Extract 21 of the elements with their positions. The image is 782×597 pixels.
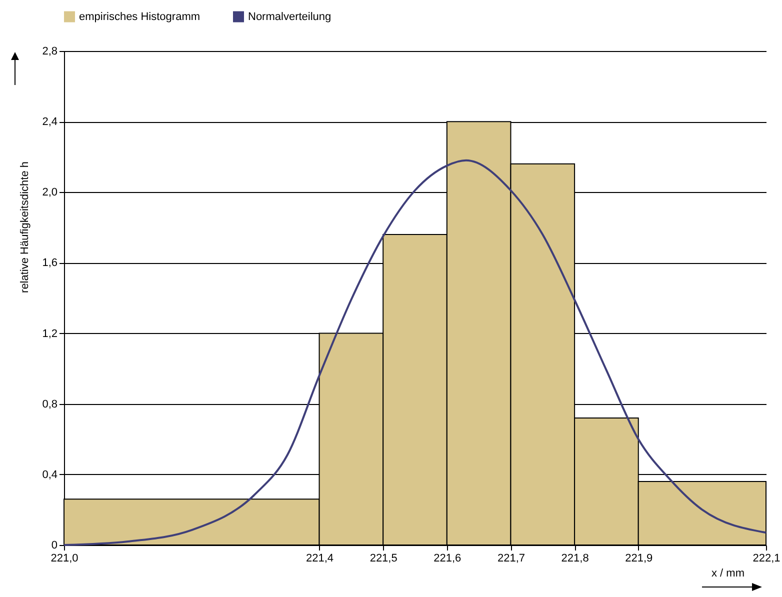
x-tick-label: 221,6 (434, 552, 462, 564)
y-tick-label: 1,2 (42, 328, 58, 340)
legend-label: Normalverteilung (248, 10, 332, 23)
x-tick-label: 221,9 (625, 552, 653, 564)
y-tick-label: 2,0 (42, 186, 58, 199)
y-tick-label: 0 (51, 540, 58, 552)
y-tick-label: 1,6 (42, 257, 58, 270)
y-tick-label: 2,4 (42, 116, 58, 128)
x-tick-label: 222,1 (752, 552, 780, 564)
x-tick-label: 221,4 (306, 552, 334, 564)
legend-label: empirisches Histogramm (79, 10, 200, 23)
x-tick-label: 221,8 (561, 552, 589, 564)
y-tick-label: 0,8 (42, 398, 58, 410)
x-tick-label: 221,5 (370, 552, 398, 564)
y-tick-label: 0,4 (42, 468, 58, 481)
x-tick-label: 221,7 (497, 552, 525, 564)
x-tick-label: 221,0 (50, 552, 78, 564)
x-axis-title: x / mm (712, 568, 744, 580)
line-series (63, 159, 767, 546)
y-axis-title: relative Häufigkeitsdichte h (19, 162, 32, 293)
y-tick-label: 2,8 (42, 46, 58, 58)
